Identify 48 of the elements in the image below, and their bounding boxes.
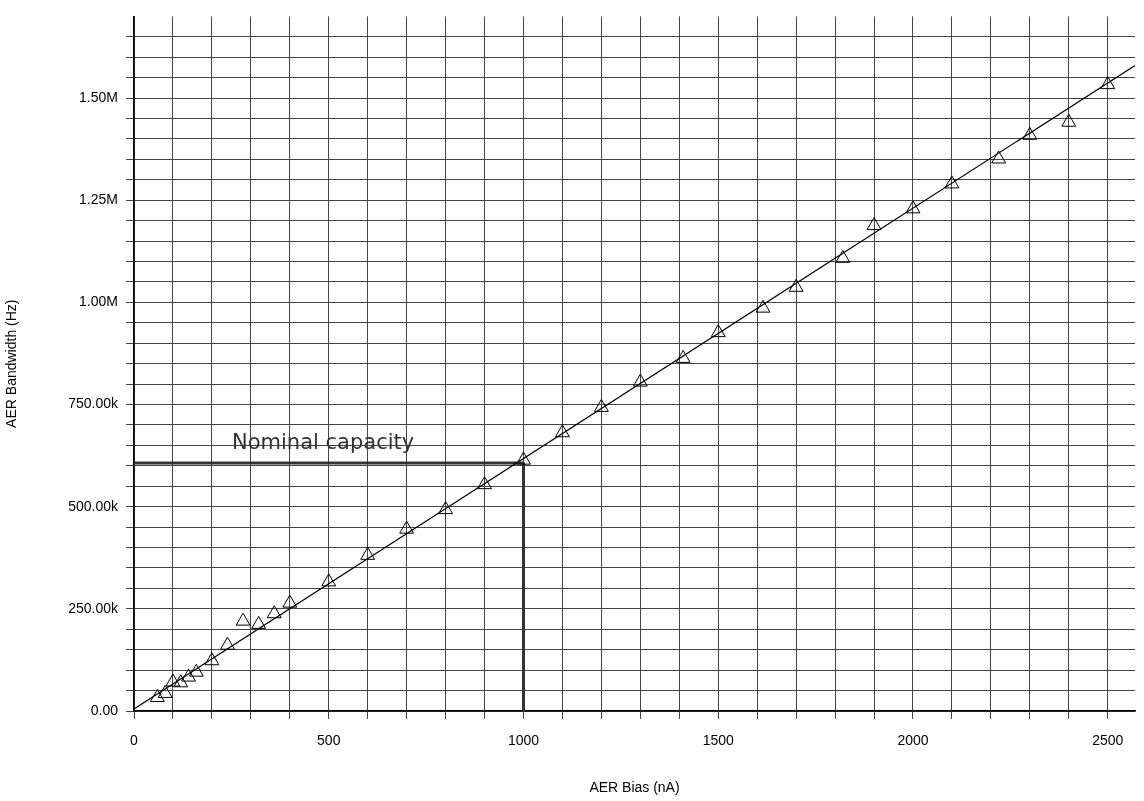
point bbox=[360, 546, 376, 560]
point bbox=[710, 324, 726, 338]
y-tick-label: 1.00M bbox=[79, 293, 118, 310]
point bbox=[188, 663, 204, 677]
point bbox=[755, 299, 771, 313]
point bbox=[235, 612, 251, 626]
y-tick-label: 1.25M bbox=[79, 191, 118, 208]
point bbox=[866, 217, 882, 231]
point bbox=[399, 520, 415, 534]
x-tick-label: 1500 bbox=[702, 732, 735, 749]
point bbox=[675, 349, 691, 363]
x-tick-label: 2500 bbox=[1092, 732, 1124, 749]
point bbox=[149, 689, 165, 703]
point bbox=[1022, 126, 1038, 140]
y-tick-label: 500.00k bbox=[68, 497, 119, 514]
point bbox=[788, 278, 804, 292]
point bbox=[516, 451, 531, 465]
y-tick-label: 750.00k bbox=[68, 395, 119, 412]
point bbox=[1061, 113, 1077, 127]
point bbox=[835, 249, 851, 263]
point bbox=[204, 652, 220, 666]
point bbox=[266, 605, 282, 619]
point bbox=[220, 636, 235, 650]
point bbox=[173, 674, 189, 688]
point bbox=[944, 175, 960, 189]
y-tick-label: 0.00 bbox=[90, 701, 119, 718]
point bbox=[181, 668, 196, 682]
point bbox=[632, 373, 648, 387]
point bbox=[438, 501, 454, 515]
point bbox=[477, 476, 492, 490]
point bbox=[593, 398, 609, 412]
y-axis-title: AER Bandwidth (Hz) bbox=[3, 299, 20, 428]
x-tick-label: 500 bbox=[317, 732, 341, 749]
point bbox=[555, 424, 570, 438]
point bbox=[905, 200, 921, 214]
point bbox=[282, 594, 298, 608]
point bbox=[251, 615, 267, 629]
point bbox=[991, 150, 1007, 164]
point bbox=[157, 684, 173, 698]
x-axis-title: AER Bias (nA) bbox=[589, 779, 680, 796]
y-tick-label: 1.50M bbox=[79, 88, 118, 105]
x-tick-label: 0 bbox=[130, 732, 139, 749]
point bbox=[165, 673, 181, 687]
point bbox=[321, 573, 337, 587]
y-tick-label: 250.00k bbox=[68, 599, 119, 616]
x-tick-label: 1000 bbox=[507, 732, 540, 749]
point bbox=[1100, 76, 1116, 90]
x-tick-label: 2000 bbox=[897, 732, 929, 749]
